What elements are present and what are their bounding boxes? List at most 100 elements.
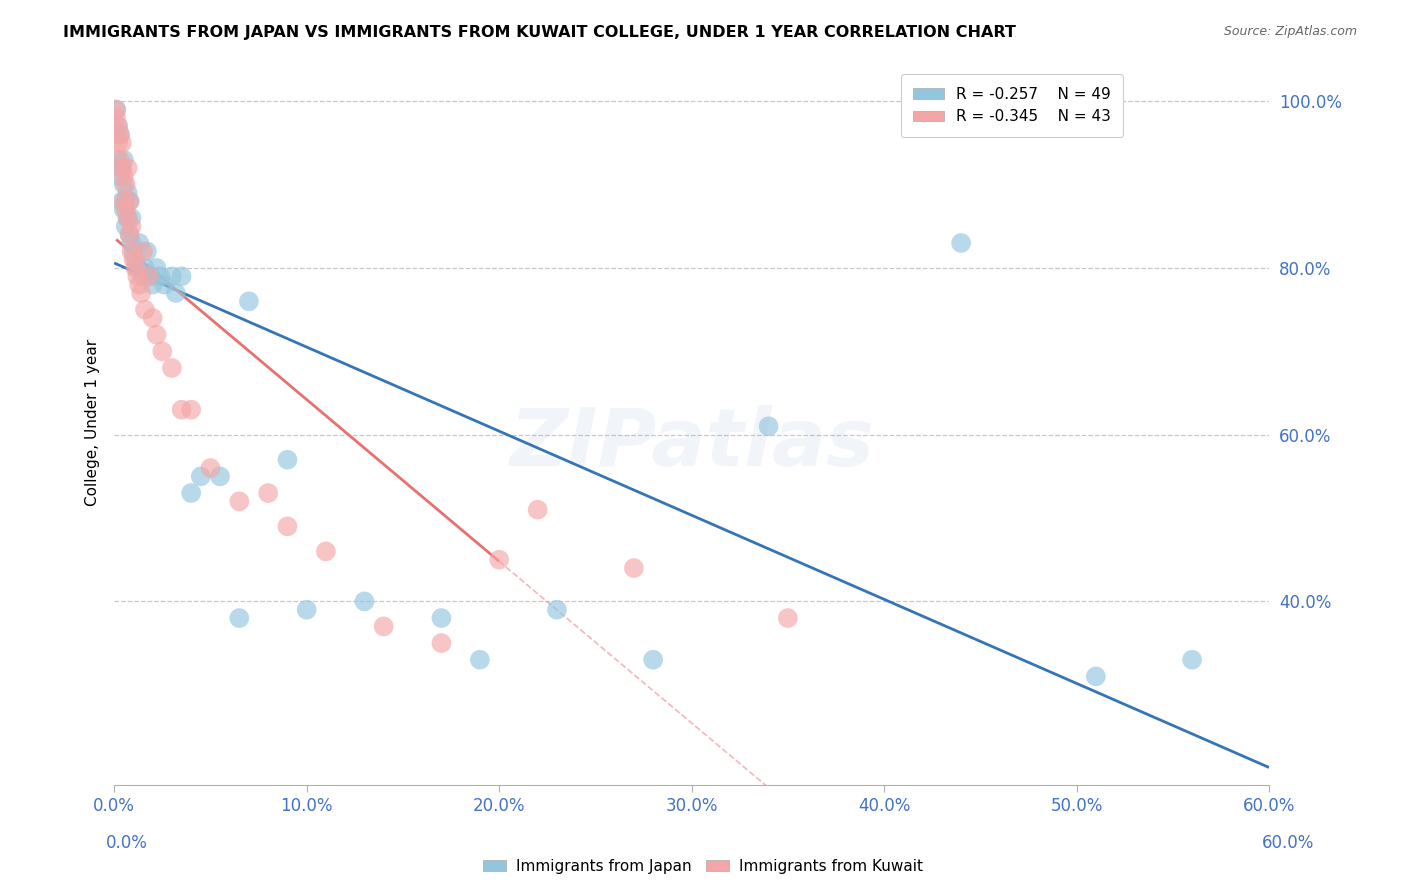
- Point: [134, 302, 156, 317]
- Point: [180, 402, 202, 417]
- Point: [526, 502, 548, 516]
- Y-axis label: College, Under 1 year: College, Under 1 year: [86, 339, 100, 506]
- Point: [238, 294, 260, 309]
- Point: [276, 452, 298, 467]
- Point: [643, 653, 665, 667]
- Point: [124, 252, 146, 267]
- Point: [142, 310, 165, 325]
- Point: [623, 561, 645, 575]
- Point: [165, 285, 187, 300]
- Point: [257, 486, 280, 500]
- Point: [107, 120, 129, 134]
- Legend: R = -0.257    N = 49, R = -0.345    N = 43: R = -0.257 N = 49, R = -0.345 N = 43: [901, 75, 1123, 136]
- Point: [107, 120, 129, 134]
- Point: [107, 153, 129, 167]
- Point: [117, 211, 139, 225]
- Point: [112, 202, 135, 217]
- Point: [150, 344, 173, 359]
- Point: [145, 327, 167, 342]
- Point: [111, 136, 134, 150]
- Point: [373, 619, 395, 633]
- Point: [105, 103, 128, 117]
- Point: [142, 277, 165, 292]
- Point: [139, 269, 162, 284]
- Point: [118, 194, 141, 209]
- Point: [430, 611, 453, 625]
- Point: [295, 603, 318, 617]
- Text: 60.0%: 60.0%: [1263, 834, 1315, 852]
- Point: [160, 361, 183, 376]
- Text: ZIPatlas: ZIPatlas: [509, 405, 875, 483]
- Point: [138, 269, 160, 284]
- Point: [228, 494, 250, 508]
- Point: [950, 235, 973, 250]
- Point: [488, 552, 510, 566]
- Point: [112, 194, 135, 209]
- Text: IMMIGRANTS FROM JAPAN VS IMMIGRANTS FROM KUWAIT COLLEGE, UNDER 1 YEAR CORRELATIO: IMMIGRANTS FROM JAPAN VS IMMIGRANTS FROM…: [63, 25, 1017, 40]
- Point: [118, 227, 141, 242]
- Point: [117, 186, 139, 200]
- Point: [124, 260, 146, 275]
- Point: [122, 244, 145, 259]
- Point: [134, 260, 156, 275]
- Point: [127, 269, 149, 284]
- Point: [129, 285, 152, 300]
- Point: [128, 277, 150, 292]
- Point: [112, 169, 135, 184]
- Point: [121, 219, 143, 234]
- Point: [121, 244, 143, 259]
- Point: [107, 136, 129, 150]
- Point: [468, 653, 491, 667]
- Point: [127, 260, 149, 275]
- Point: [546, 603, 568, 617]
- Legend: Immigrants from Japan, Immigrants from Kuwait: Immigrants from Japan, Immigrants from K…: [478, 853, 928, 880]
- Point: [430, 636, 453, 650]
- Point: [111, 161, 134, 175]
- Point: [200, 461, 222, 475]
- Point: [758, 419, 780, 434]
- Point: [108, 153, 131, 167]
- Text: 0.0%: 0.0%: [105, 834, 148, 852]
- Point: [114, 178, 136, 192]
- Point: [105, 111, 128, 125]
- Point: [145, 260, 167, 275]
- Point: [776, 611, 799, 625]
- Point: [121, 211, 143, 225]
- Point: [112, 178, 135, 192]
- Point: [1084, 669, 1107, 683]
- Point: [160, 269, 183, 284]
- Point: [190, 469, 212, 483]
- Point: [170, 402, 193, 417]
- Point: [111, 161, 134, 175]
- Point: [132, 269, 155, 284]
- Point: [315, 544, 337, 558]
- Point: [105, 103, 128, 117]
- Point: [1181, 653, 1204, 667]
- Point: [118, 227, 141, 242]
- Point: [122, 252, 145, 267]
- Point: [276, 519, 298, 533]
- Point: [135, 244, 157, 259]
- Point: [117, 161, 139, 175]
- Point: [118, 194, 141, 209]
- Point: [228, 611, 250, 625]
- Point: [108, 169, 131, 184]
- Point: [170, 269, 193, 284]
- Point: [114, 219, 136, 234]
- Point: [153, 277, 176, 292]
- Point: [121, 235, 143, 250]
- Point: [132, 244, 155, 259]
- Point: [108, 128, 131, 142]
- Point: [108, 128, 131, 142]
- Point: [209, 469, 232, 483]
- Point: [111, 194, 134, 209]
- Point: [180, 486, 202, 500]
- Point: [114, 194, 136, 209]
- Point: [114, 202, 136, 217]
- Point: [149, 269, 172, 284]
- Point: [112, 153, 135, 167]
- Point: [117, 211, 139, 225]
- Point: [128, 235, 150, 250]
- Point: [353, 594, 375, 608]
- Text: Source: ZipAtlas.com: Source: ZipAtlas.com: [1223, 25, 1357, 38]
